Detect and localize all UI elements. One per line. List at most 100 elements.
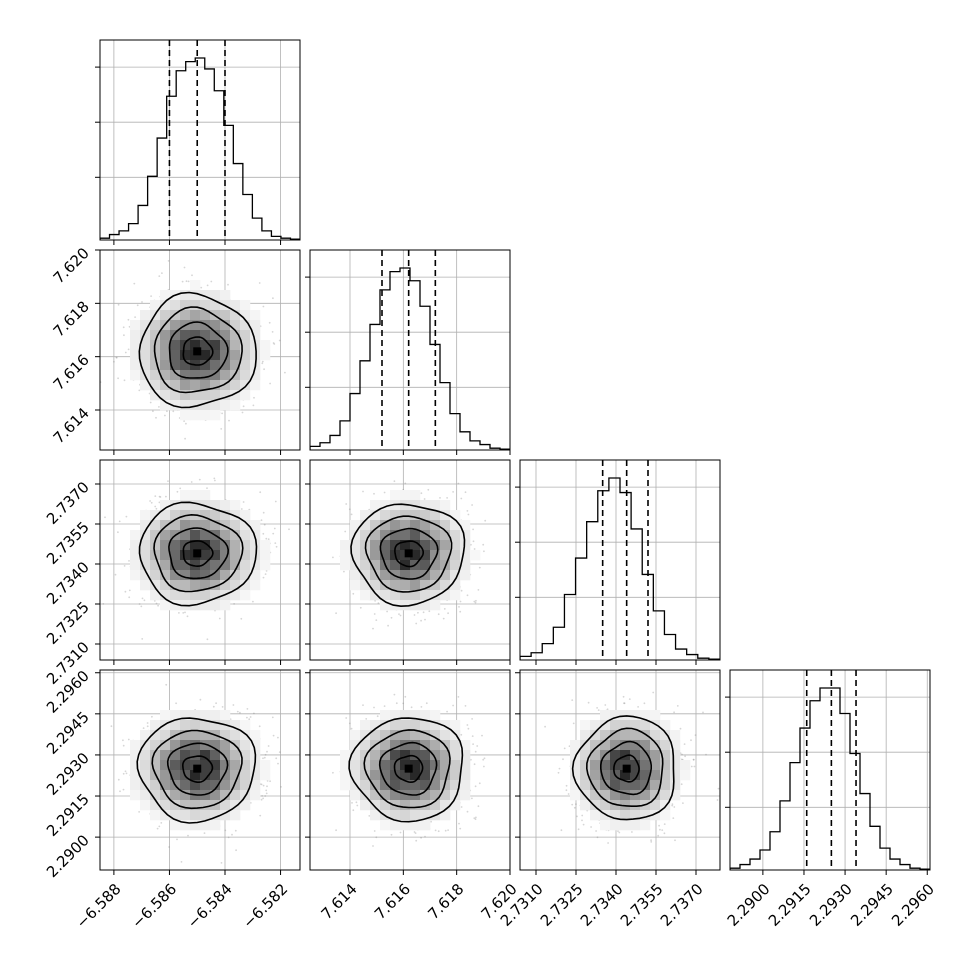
sample-point <box>352 592 355 595</box>
density-bin <box>460 550 471 561</box>
density-bin <box>170 300 181 311</box>
density-bin <box>180 490 191 501</box>
sample-point <box>191 274 193 277</box>
density-bin <box>240 550 251 561</box>
sample-point <box>374 599 376 602</box>
y-tick-label: 7.616 <box>50 351 93 394</box>
density-bin <box>170 330 181 341</box>
sample-point <box>278 339 281 342</box>
sample-point <box>183 266 186 269</box>
density-peak <box>404 549 413 558</box>
density-bin <box>230 510 241 521</box>
density-bin <box>210 540 221 551</box>
density-bin <box>200 510 211 521</box>
density-bin <box>230 570 241 581</box>
sample-point <box>140 605 143 608</box>
density-bin <box>200 600 211 611</box>
density-bin <box>130 570 141 581</box>
density-bin <box>400 580 411 591</box>
density-bin <box>400 520 411 531</box>
density-bin <box>240 300 251 311</box>
density-bin <box>380 550 391 561</box>
sample-point <box>474 601 477 604</box>
sample-point <box>472 528 474 531</box>
sample-point <box>460 589 463 592</box>
density-bin <box>420 600 431 611</box>
sample-point <box>262 576 265 579</box>
sample-point <box>399 614 402 617</box>
density-bin <box>180 580 191 591</box>
sample-point <box>215 702 218 705</box>
density-bin <box>160 370 171 381</box>
density-bin <box>160 510 171 521</box>
sample-point <box>182 612 185 614</box>
density-bin <box>150 520 161 531</box>
density-bin <box>230 520 241 531</box>
density-bin <box>460 560 471 571</box>
sample-point <box>375 619 378 621</box>
density-bin <box>370 530 381 541</box>
density-bin <box>190 540 201 551</box>
sample-point <box>262 511 265 514</box>
density-bin <box>150 510 161 521</box>
sample-point <box>475 599 477 602</box>
density-bin <box>180 350 191 361</box>
density-bin <box>220 350 231 361</box>
density-bin <box>170 580 181 591</box>
sample-point <box>138 603 141 605</box>
density-bin <box>360 530 371 541</box>
sample-point <box>460 497 463 500</box>
density-bin <box>140 320 151 331</box>
density-bin <box>350 570 361 581</box>
density-bin <box>170 510 181 521</box>
density-bin <box>160 550 171 561</box>
density-bin <box>230 560 241 571</box>
sample-point <box>262 305 265 308</box>
density-bin <box>190 410 201 421</box>
sample-point <box>424 618 426 621</box>
density-bin <box>380 590 391 601</box>
density-bin <box>360 580 371 591</box>
density-bin <box>350 550 361 561</box>
density-bin <box>450 530 461 541</box>
panel-frame <box>309 459 511 661</box>
density-bin <box>210 340 221 351</box>
density-bin <box>140 340 151 351</box>
density-bin <box>360 570 371 581</box>
density-bin <box>230 500 241 511</box>
sample-point <box>241 411 244 414</box>
density-bin <box>390 530 401 541</box>
sample-point <box>149 401 152 404</box>
density-bin <box>240 350 251 361</box>
density-bin <box>220 380 231 391</box>
sample-point <box>288 528 290 531</box>
sample-point <box>272 297 274 300</box>
density-bin <box>220 320 231 331</box>
histogram-line <box>520 477 720 660</box>
density-bin <box>430 580 441 591</box>
density-bin <box>210 390 221 401</box>
density-bin <box>130 360 141 371</box>
sample-point <box>155 416 157 419</box>
density-bin <box>170 360 181 371</box>
sample-point <box>459 610 462 613</box>
density-bin <box>260 550 271 561</box>
sample-point <box>273 527 276 530</box>
density-bin <box>240 590 251 601</box>
density-bin <box>200 310 211 321</box>
density-bin <box>230 300 241 311</box>
sample-point <box>387 624 389 627</box>
sample-point <box>470 543 472 546</box>
density-bin <box>200 570 211 581</box>
sample-point <box>185 280 188 283</box>
sample-point <box>377 602 380 605</box>
y-tick-label: 7.614 <box>50 404 93 447</box>
sample-point <box>266 785 268 788</box>
density-bin <box>160 540 171 551</box>
density-bin <box>200 370 211 381</box>
sample-point <box>266 750 268 753</box>
sample-point <box>141 301 143 303</box>
sample-point <box>437 613 440 616</box>
sample-point <box>141 597 144 600</box>
density-bin <box>410 510 421 521</box>
